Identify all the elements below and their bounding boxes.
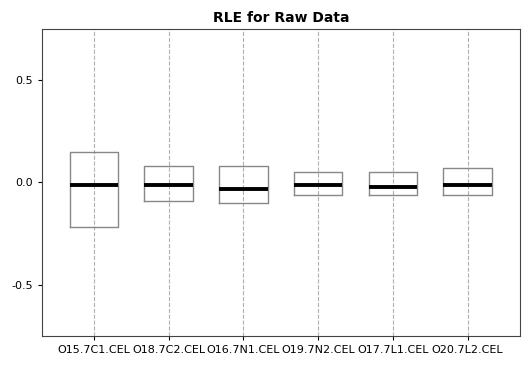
Title: RLE for Raw Data: RLE for Raw Data: [212, 11, 349, 25]
